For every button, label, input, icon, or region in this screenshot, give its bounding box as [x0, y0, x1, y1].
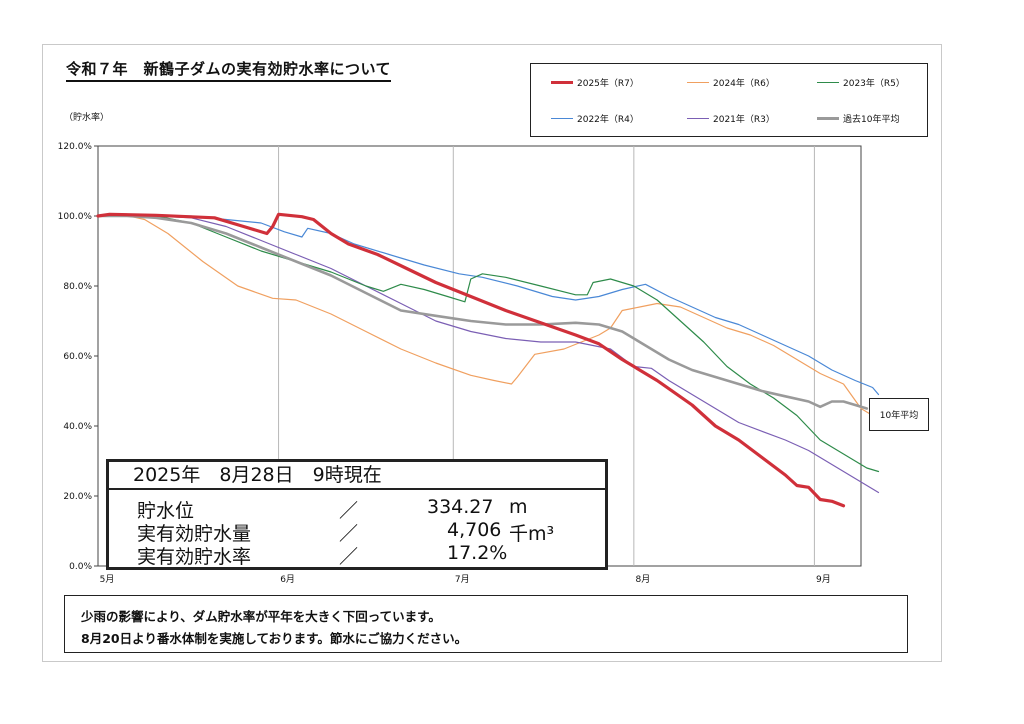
y-axis-label: （貯水率）: [64, 113, 110, 123]
y-tick-label: 0.0%: [69, 562, 92, 572]
y-tick-label: 60.0%: [63, 352, 92, 362]
water-level-value: 334.27: [427, 496, 494, 518]
notice-box: 少雨の影響により、ダム貯水率が平年を大きく下回っています。 8月20日より番水体…: [64, 595, 908, 653]
legend-label: 2025年（R7）: [577, 79, 639, 89]
x-tick-label: 7月: [455, 574, 470, 585]
storage-rate-label: 実有効貯水率: [137, 546, 252, 568]
y-tick-label: 100.0%: [58, 212, 93, 222]
x-tick-label: 9月: [816, 574, 831, 585]
water-level-unit: m: [509, 496, 528, 518]
legend-label: 2021年（R3）: [713, 115, 775, 125]
legend-item: 2025年（R7）: [551, 76, 639, 89]
series-line: [96, 214, 869, 410]
legend-swatch: [551, 81, 573, 84]
water-level-label: 貯水位: [137, 500, 195, 522]
chart-legend: 2025年（R7） 2024年（R6） 2023年（R5） 2022年（R4） 2021…: [530, 63, 928, 137]
y-tick-label: 120.0%: [58, 142, 93, 152]
storage-volume-value: 4,706: [447, 519, 502, 541]
storage-rate-sep: ／: [339, 546, 359, 568]
series-line: [97, 214, 880, 494]
legend-swatch: [817, 117, 839, 120]
page-title: 令和７年 新鶴子ダムの実有効貯水率について: [66, 58, 392, 82]
series-line: [96, 212, 846, 508]
x-tick-label: 6月: [280, 574, 295, 585]
legend-item: 2023年（R5）: [817, 76, 905, 89]
x-tick-label: 8月: [635, 574, 650, 585]
series-line: [97, 214, 880, 473]
legend-swatch: [687, 82, 709, 83]
avg-series-label: 10年平均: [869, 398, 929, 431]
status-box: 2025年 8月28日 9時現在 貯水位 ／ 334.27 m 実有効貯水量 ／…: [106, 459, 608, 570]
legend-item: 過去10年平均: [817, 112, 899, 125]
legend-item: 2024年（R6）: [687, 76, 775, 89]
legend-item: 2021年（R3）: [687, 112, 775, 125]
storage-rate-value: 17.2%: [447, 542, 508, 564]
notice-line-1: 少雨の影響により、ダム貯水率が平年を大きく下回っています。: [81, 609, 441, 624]
legend-swatch: [551, 118, 573, 119]
notice-line-2: 8月20日より番水体制を実施しております。節水にご協力ください。: [81, 631, 468, 646]
status-timestamp: 2025年 8月28日 9時現在: [109, 462, 605, 490]
legend-item: 2022年（R4）: [551, 112, 639, 125]
storage-volume-label: 実有効貯水量: [137, 523, 252, 545]
storage-volume-sep: ／: [339, 523, 359, 545]
y-tick-label: 40.0%: [63, 422, 92, 432]
legend-label: 2023年（R5）: [843, 79, 905, 89]
page-frame: [42, 44, 942, 662]
legend-label: 過去10年平均: [843, 115, 900, 125]
series-line: [97, 214, 880, 396]
water-level-sep: ／: [339, 500, 359, 522]
legend-swatch: [817, 82, 839, 83]
storage-volume-unit: 千m³: [509, 523, 555, 545]
legend-label: 2024年（R6）: [713, 79, 775, 89]
legend-swatch: [687, 118, 709, 119]
y-tick-label: 20.0%: [63, 492, 92, 502]
x-tick-label: 5月: [100, 574, 115, 585]
y-tick-label: 80.0%: [63, 282, 92, 292]
series-line: [97, 213, 874, 417]
legend-label: 2022年（R4）: [577, 115, 639, 125]
